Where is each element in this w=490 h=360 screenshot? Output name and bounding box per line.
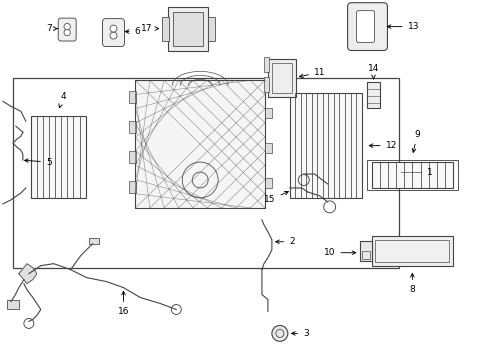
Bar	[208, 17, 215, 41]
Text: 11: 11	[299, 68, 325, 78]
Bar	[129, 151, 136, 163]
Bar	[129, 121, 136, 133]
Bar	[129, 91, 136, 103]
Circle shape	[110, 32, 117, 39]
Bar	[168, 7, 208, 50]
Bar	[375, 240, 449, 262]
Bar	[162, 17, 169, 41]
Circle shape	[64, 23, 71, 30]
Text: 15: 15	[264, 192, 289, 204]
Text: 17: 17	[141, 24, 159, 33]
FancyBboxPatch shape	[347, 3, 388, 50]
FancyBboxPatch shape	[357, 11, 374, 42]
Bar	[7, 300, 19, 310]
Text: 13: 13	[387, 22, 419, 31]
Bar	[264, 58, 269, 72]
Bar	[265, 178, 272, 188]
Polygon shape	[19, 264, 37, 284]
Text: 2: 2	[276, 237, 294, 246]
Text: 12: 12	[369, 141, 397, 150]
Bar	[367, 82, 380, 108]
Bar	[135, 80, 265, 208]
Text: 8: 8	[410, 274, 415, 294]
Bar	[360, 241, 371, 261]
Text: 1: 1	[427, 167, 433, 176]
Circle shape	[110, 25, 117, 32]
Bar	[31, 116, 86, 198]
Bar	[89, 238, 98, 244]
Circle shape	[272, 325, 288, 341]
Text: 3: 3	[292, 329, 309, 338]
Bar	[362, 251, 369, 259]
Text: 6: 6	[125, 27, 140, 36]
Bar	[265, 108, 272, 118]
Bar	[264, 77, 269, 92]
Text: 16: 16	[118, 291, 129, 316]
Text: 10: 10	[324, 248, 356, 257]
Bar	[13, 78, 399, 268]
Text: 9: 9	[412, 130, 420, 152]
Bar	[371, 162, 453, 188]
Bar	[367, 160, 458, 190]
Bar	[129, 181, 136, 193]
Circle shape	[64, 30, 71, 36]
Text: 4: 4	[59, 92, 66, 108]
FancyBboxPatch shape	[58, 18, 76, 41]
Bar	[371, 236, 453, 266]
Bar	[265, 143, 272, 153]
Text: 14: 14	[368, 64, 379, 79]
Bar	[268, 59, 296, 97]
Bar	[173, 12, 203, 45]
FancyBboxPatch shape	[102, 19, 124, 46]
Bar	[272, 63, 292, 93]
Text: 7: 7	[46, 24, 57, 33]
Bar	[290, 93, 362, 198]
Text: 5: 5	[24, 158, 51, 167]
